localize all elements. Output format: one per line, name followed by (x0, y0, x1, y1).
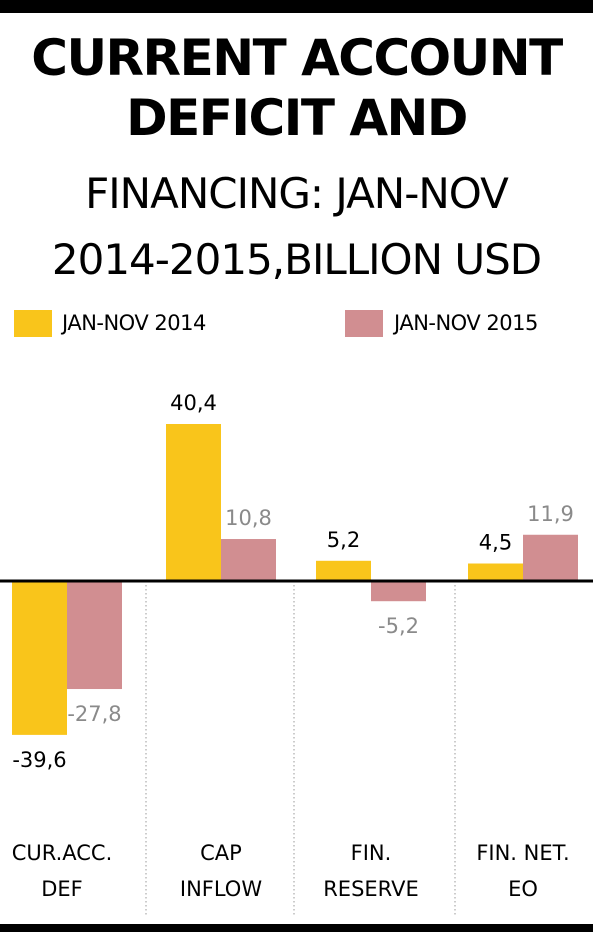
chart-subtitle-line-2: 2014-2015,BILLION USD (51, 235, 542, 284)
bar-2014-1 (12, 581, 67, 735)
bar-2014-4 (468, 563, 523, 581)
chart-subtitle-line-1: FINANCING: JAN-NOV (85, 169, 509, 218)
category-label-2-line-2: INFLOW (180, 877, 262, 901)
bottom-rule (0, 924, 593, 932)
category-label-4-line-1: FIN. NET. (476, 841, 569, 865)
data-label-2014-3: 5,2 (327, 528, 360, 552)
data-label-2014-1: -39,6 (12, 748, 66, 772)
category-label-1-line-2: DEF (41, 877, 83, 901)
category-label-4-line-2: EO (508, 877, 538, 901)
chart-title-line-1: CURRENT ACCOUNT (31, 29, 563, 87)
legend-label-2014: JAN-NOV 2014 (62, 311, 206, 335)
bar-2015-4 (523, 534, 578, 581)
legend-swatch-2015 (345, 310, 383, 337)
legend-label-2015: JAN-NOV 2015 (394, 311, 538, 335)
category-label-3-line-1: FIN. (351, 841, 392, 865)
category-label-2-line-1: CAP (200, 841, 242, 865)
data-label-2015-3: -5,2 (378, 614, 419, 638)
chart-title-line-2: DEFICIT AND (126, 89, 468, 147)
bar-2014-3 (316, 560, 371, 581)
category-label-3-line-2: RESERVE (323, 877, 419, 901)
top-rule (0, 0, 593, 13)
bar-2015-1 (67, 581, 122, 690)
category-label-1-line-1: CUR.ACC. (12, 841, 113, 865)
data-label-2015-2: 10,8 (225, 506, 272, 530)
data-label-2015-1: -27,8 (67, 702, 121, 726)
bar-2015-3 (371, 581, 426, 602)
data-label-2014-4: 4,5 (479, 531, 512, 555)
bar-2014-2 (166, 424, 221, 581)
bar-2015-2 (221, 539, 276, 581)
data-label-2014-2: 40,4 (170, 391, 217, 415)
legend-swatch-2014 (14, 310, 52, 337)
data-label-2015-4: 11,9 (527, 502, 574, 526)
